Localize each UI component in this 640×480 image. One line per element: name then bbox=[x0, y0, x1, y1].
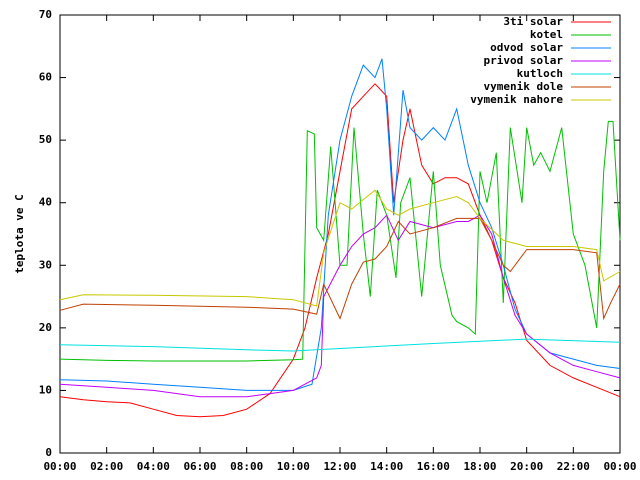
legend-label: 3ti solar bbox=[503, 15, 563, 28]
y-tick-label: 70 bbox=[39, 8, 52, 21]
y-tick-label: 50 bbox=[39, 133, 52, 146]
y-tick-label: 60 bbox=[39, 71, 52, 84]
x-tick-label: 08:00 bbox=[230, 460, 263, 473]
x-tick-label: 22:00 bbox=[557, 460, 590, 473]
series-line bbox=[59, 217, 621, 321]
y-tick-label: 10 bbox=[39, 383, 52, 396]
x-tick-label: 14:00 bbox=[370, 460, 403, 473]
y-axis-label: teplota ve C bbox=[13, 194, 26, 273]
x-tick-label: 18:00 bbox=[463, 460, 496, 473]
legend-label: kutloch bbox=[517, 67, 563, 80]
x-tick-label: 16:00 bbox=[417, 460, 450, 473]
x-tick-label: 00:00 bbox=[43, 460, 76, 473]
series-line bbox=[59, 214, 621, 398]
x-tick-label: 06:00 bbox=[183, 460, 216, 473]
series-line bbox=[59, 189, 621, 307]
x-tick-label: 10:00 bbox=[277, 460, 310, 473]
series-line bbox=[59, 120, 621, 362]
y-tick-label: 30 bbox=[39, 258, 52, 271]
x-tick-label: 12:00 bbox=[323, 460, 356, 473]
legend-label: kotel bbox=[530, 28, 563, 41]
legend-label: vymenik dole bbox=[484, 80, 564, 93]
x-tick-label: 02:00 bbox=[90, 460, 123, 473]
x-tick-label: 20:00 bbox=[510, 460, 543, 473]
x-tick-label: 00:00 bbox=[603, 460, 636, 473]
series-line bbox=[59, 338, 621, 352]
y-tick-label: 40 bbox=[39, 196, 52, 209]
y-tick-label: 0 bbox=[45, 446, 52, 459]
legend-label: privod solar bbox=[484, 54, 564, 67]
legend-label: vymenik nahore bbox=[470, 93, 563, 106]
y-tick-label: 20 bbox=[39, 321, 52, 334]
series-line bbox=[59, 58, 621, 391]
x-tick-label: 04:00 bbox=[137, 460, 170, 473]
legend-label: odvod solar bbox=[490, 41, 563, 54]
series-line bbox=[59, 83, 621, 418]
